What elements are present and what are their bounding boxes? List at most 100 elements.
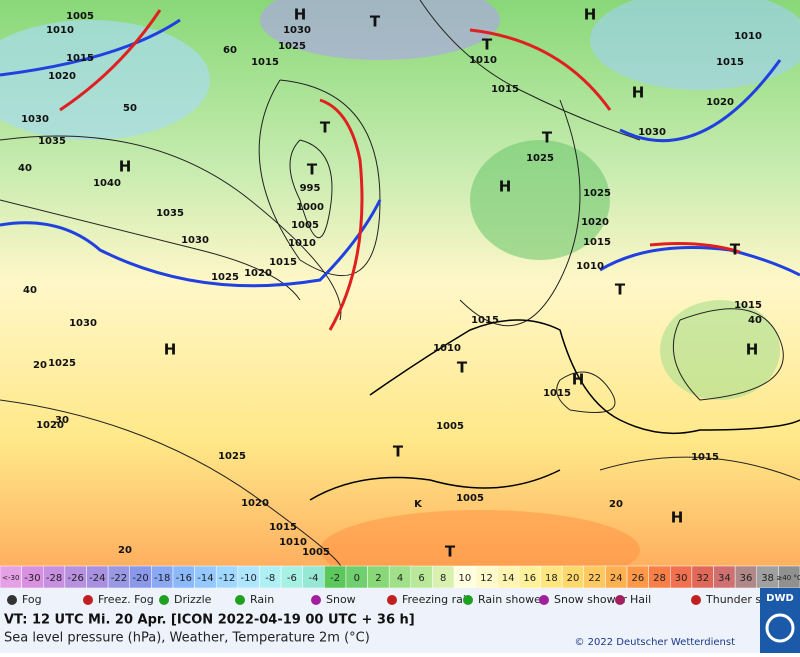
valid-time: VT: 12 UTC Mi. 20 Apr. [ICON 2022-04-19 … bbox=[4, 613, 415, 628]
scale-label: 4 bbox=[397, 573, 403, 584]
map-label: 1005 bbox=[302, 547, 330, 558]
map-label: 1030 bbox=[283, 25, 311, 36]
map-label: 995 bbox=[300, 183, 321, 194]
map-label: T bbox=[370, 13, 381, 31]
logo-text: DWD bbox=[766, 593, 794, 604]
scale-label: 2 bbox=[375, 573, 381, 584]
legend-icon bbox=[691, 595, 701, 605]
legend-icon bbox=[615, 595, 625, 605]
map-label: 1015 bbox=[269, 257, 297, 268]
scale-label: 32 bbox=[696, 573, 709, 584]
scale-label: -28 bbox=[46, 573, 62, 584]
scale-label: 16 bbox=[523, 573, 536, 584]
map-label: 1025 bbox=[48, 358, 76, 369]
map-label: 1015 bbox=[583, 237, 611, 248]
map-label: 1010 bbox=[288, 238, 316, 249]
map-label: 1030 bbox=[21, 114, 49, 125]
map-label: 1020 bbox=[48, 71, 76, 82]
map-label: 1000 bbox=[296, 202, 324, 213]
scale-label: 14 bbox=[502, 573, 515, 584]
legend-label: Freezing rain bbox=[402, 593, 473, 606]
map-label: 1010 bbox=[433, 343, 461, 354]
temperature-scale: <-30 -30 -28 -26 -24 -22 -20 -18 -16 -14 -12 -10 -8-… bbox=[0, 565, 800, 589]
scale-label: 6 bbox=[418, 573, 424, 584]
legend-label: Fog bbox=[22, 593, 42, 606]
map-label: 20 bbox=[118, 545, 132, 556]
scale-label: -14 bbox=[197, 573, 213, 584]
map-label: 1015 bbox=[269, 522, 297, 533]
scale-label: 8 bbox=[440, 573, 446, 584]
scale-label: 24 bbox=[610, 573, 623, 584]
scale-label: -8 bbox=[265, 573, 275, 584]
map-label: 1005 bbox=[66, 11, 94, 22]
description: Sea level pressure (hPa), Weather, Tempe… bbox=[4, 631, 370, 646]
scale-label: -30 bbox=[24, 573, 40, 584]
scale-label: 34 bbox=[718, 573, 731, 584]
copyright: © 2022 Deutscher Wetterdienst bbox=[574, 637, 735, 648]
map-label: 1010 bbox=[469, 55, 497, 66]
map-label: 1005 bbox=[456, 493, 484, 504]
legend-icon bbox=[463, 595, 473, 605]
map-label: 1020 bbox=[706, 97, 734, 108]
scale-label: -18 bbox=[154, 573, 170, 584]
map-label: 1005 bbox=[436, 421, 464, 432]
legend-label: Drizzle bbox=[174, 593, 212, 606]
scale-label: <-30 bbox=[2, 574, 19, 582]
map-label: 1025 bbox=[278, 41, 306, 52]
scale-label: -24 bbox=[89, 573, 105, 584]
map-label: 20 bbox=[609, 499, 623, 510]
map-label: 1035 bbox=[156, 208, 184, 219]
scale-label: -4 bbox=[309, 573, 319, 584]
legend-icon bbox=[311, 595, 321, 605]
scale-label: 28 bbox=[653, 573, 666, 584]
map-label: 40 bbox=[23, 285, 37, 296]
legend-icon bbox=[7, 595, 17, 605]
map-label: 1015 bbox=[543, 388, 571, 399]
legend-icon bbox=[159, 595, 169, 605]
scale-label: 18 bbox=[545, 573, 558, 584]
scale-label: -2 bbox=[330, 573, 340, 584]
map-label: K bbox=[414, 499, 423, 510]
map-label: H bbox=[294, 6, 307, 24]
map-label: H bbox=[632, 84, 645, 102]
scale-label: -22 bbox=[111, 573, 127, 584]
legend-label: Snow shower bbox=[554, 593, 627, 606]
map-label: 1015 bbox=[491, 84, 519, 95]
map-label: H bbox=[164, 341, 177, 359]
map-label: 1020 bbox=[581, 217, 609, 228]
map-label: T bbox=[393, 443, 404, 461]
scale-label: -26 bbox=[68, 573, 84, 584]
map-label: 1030 bbox=[638, 127, 666, 138]
legend-icon bbox=[539, 595, 549, 605]
map-label: 1035 bbox=[38, 136, 66, 147]
map-label: 1020 bbox=[241, 498, 269, 509]
map-label: 60 bbox=[223, 45, 237, 56]
legend-label: Rain shower bbox=[478, 593, 546, 606]
map-label: 1025 bbox=[218, 451, 246, 462]
map-label: 1015 bbox=[716, 57, 744, 68]
map-label: T bbox=[457, 359, 468, 377]
scale-label: 20 bbox=[567, 573, 580, 584]
legend-bar bbox=[0, 588, 760, 613]
scale-label: -12 bbox=[219, 573, 235, 584]
map-label: 1015 bbox=[734, 300, 762, 311]
map-label: H bbox=[746, 341, 759, 359]
scale-label: 30 bbox=[675, 573, 688, 584]
map-label: T bbox=[445, 543, 456, 561]
scale-label: 26 bbox=[631, 573, 644, 584]
map-label: 1020 bbox=[244, 268, 272, 279]
legend-label: Freez. Fog bbox=[98, 593, 154, 606]
map-label: T bbox=[320, 119, 331, 137]
map-label: H bbox=[584, 6, 597, 24]
map-label: 1030 bbox=[69, 318, 97, 329]
logo-swirl bbox=[765, 613, 795, 643]
scale-label: 36 bbox=[740, 573, 753, 584]
map-label: 1015 bbox=[251, 57, 279, 68]
scale-label: -6 bbox=[287, 573, 297, 584]
scale-label: 12 bbox=[480, 573, 493, 584]
scale-label: 10 bbox=[458, 573, 471, 584]
map bbox=[0, 0, 800, 590]
map-label: T bbox=[730, 241, 741, 259]
